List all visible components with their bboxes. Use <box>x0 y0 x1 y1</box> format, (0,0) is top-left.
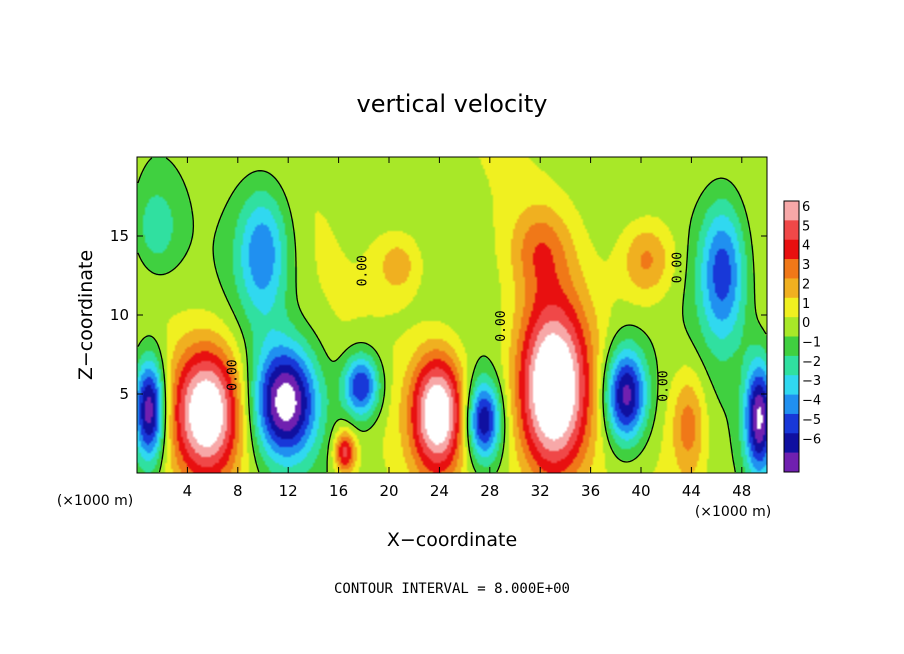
colorbar-swatch-11 <box>784 413 799 434</box>
colorbar-swatch-0 <box>784 201 799 221</box>
contour-labels: 0.00 0.00 0.00 0.00 0.00 <box>226 252 686 402</box>
colorbar-swatch-6 <box>784 317 799 337</box>
contour-label-0: 0.00 <box>355 255 370 286</box>
colorbar-swatch-10 <box>784 394 799 415</box>
colorbar-swatch-8 <box>784 355 799 376</box>
contour-label-2: 0.00 <box>494 310 509 341</box>
colorbar-label-2: 4 <box>802 239 810 254</box>
colorbar-label-11: −5 <box>802 413 821 428</box>
y-axis-ticks: 5 10 15 <box>110 227 767 403</box>
zero-contour-path <box>137 157 767 473</box>
colorbar-swatch-9 <box>784 375 799 395</box>
colorbar-swatch-12 <box>784 433 799 453</box>
contour-label-4: 0.00 <box>656 370 671 401</box>
x-tick-label-10: 44 <box>682 482 701 500</box>
x-tick-label-2: 12 <box>279 482 298 500</box>
colorbar-label-9: −3 <box>802 374 821 389</box>
x-tick-label-1: 8 <box>233 482 243 500</box>
contour-interval-note: CONTOUR INTERVAL = 8.000E+00 <box>334 581 570 597</box>
colorbar: 6 5 4 3 2 1 0 −1 −2 −3 −4 −5 −6 <box>783 200 821 473</box>
y-tick-label-2: 15 <box>110 227 129 245</box>
colorbar-label-8: −2 <box>802 355 821 370</box>
plot-area: 0.00 0.00 0.00 0.00 0.00 <box>136 156 768 474</box>
colorbar-label-12: −6 <box>802 432 821 447</box>
colorbar-swatch-1 <box>784 220 799 241</box>
x-tick-label-6: 28 <box>480 482 499 500</box>
x-axis-label: X−coordinate <box>387 529 517 551</box>
x-tick-label-5: 24 <box>430 482 449 500</box>
colorbar-label-5: 1 <box>802 297 810 312</box>
y-tick-label-0: 5 <box>119 385 129 403</box>
x-tick-label-4: 20 <box>379 482 398 500</box>
velocity-field-heatmap <box>137 157 767 473</box>
x-unit-left: (×1000 m) <box>57 493 133 509</box>
colorbar-label-6: 0 <box>802 316 810 331</box>
colorbar-swatch-7 <box>784 336 799 357</box>
colorbar-swatch-5 <box>784 297 799 318</box>
colorbar-label-10: −4 <box>802 394 821 409</box>
contour-label-3: 0.00 <box>226 359 241 390</box>
colorbar-swatch-2 <box>784 239 799 260</box>
colorbar-swatch-3 <box>784 259 799 279</box>
x-axis-ticks: 4 8 12 16 20 24 28 32 36 40 44 48 <box>183 157 751 500</box>
x-tick-label-8: 36 <box>581 482 600 500</box>
x-tick-label-7: 32 <box>531 482 550 500</box>
contour-label-1: 0.00 <box>670 252 685 283</box>
x-tick-label-9: 40 <box>631 482 650 500</box>
x-tick-label-11: 48 <box>732 482 751 500</box>
colorbar-label-7: −1 <box>802 336 821 351</box>
zero-contour-lines <box>137 157 767 473</box>
x-unit-right: (×1000 m) <box>695 504 771 520</box>
colorbar-frame <box>783 200 800 473</box>
colorbar-swatch-13 <box>784 452 799 473</box>
y-tick-label-1: 10 <box>110 306 129 324</box>
colorbar-label-3: 3 <box>802 258 810 273</box>
colorbar-label-4: 2 <box>802 277 810 292</box>
x-tick-label-0: 4 <box>183 482 193 500</box>
colorbar-label-1: 5 <box>802 219 810 234</box>
colorbar-swatch-4 <box>784 278 799 299</box>
y-axis-label: Z−coordinate <box>75 250 97 380</box>
colorbar-label-0: 6 <box>802 200 810 215</box>
chart-title: vertical velocity <box>357 90 548 118</box>
x-tick-label-3: 16 <box>329 482 348 500</box>
